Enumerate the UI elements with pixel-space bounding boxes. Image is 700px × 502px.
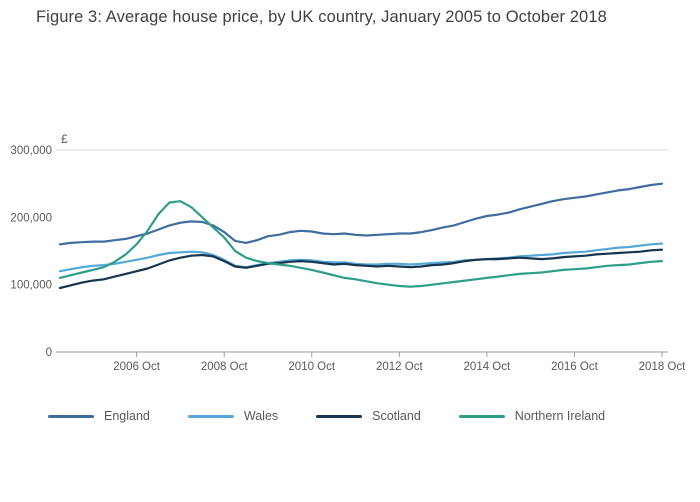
legend-item-scotland[interactable]: Scotland <box>316 409 421 423</box>
legend-item-northern-ireland[interactable]: Northern Ireland <box>458 409 606 423</box>
x-tick-label: 2014 Oct <box>464 361 511 373</box>
y-tick-label: 200,000 <box>10 212 52 224</box>
chart-title: Figure 3: Average house price, by UK cou… <box>36 8 607 26</box>
x-tick-label: 2016 Oct <box>551 361 598 373</box>
y-tick-label: 0 <box>46 347 52 359</box>
legend-item-england[interactable]: England <box>48 409 150 423</box>
y-tick-label: 300,000 <box>10 145 52 157</box>
series-line-northern-ireland <box>58 200 664 288</box>
x-tick-label: 2010 Oct <box>288 361 335 373</box>
legend-swatch <box>458 414 505 418</box>
chart-legend: England Wales Scotland Northern Ireland <box>48 409 605 423</box>
series-line-england <box>58 182 664 246</box>
legend-swatch <box>316 414 363 418</box>
x-tick-label: 2008 Oct <box>201 361 248 373</box>
y-axis-unit-label: £ <box>61 132 68 146</box>
legend-item-wales[interactable]: Wales <box>187 409 279 423</box>
x-tick-label: 2018 Oct <box>639 361 686 373</box>
series-line-wales <box>58 242 664 273</box>
series-line-scotland <box>58 248 664 290</box>
legend-label: Wales <box>243 409 279 423</box>
legend-label: Scotland <box>372 409 421 423</box>
legend-label: England <box>104 409 150 423</box>
y-tick-label: 100,000 <box>10 280 52 292</box>
legend-swatch <box>48 414 94 418</box>
x-tick-label: 2012 Oct <box>376 361 423 373</box>
legend-swatch <box>187 414 234 418</box>
legend-label: Northern Ireland <box>514 409 606 423</box>
x-tick-label: 2006 Oct <box>113 361 160 373</box>
